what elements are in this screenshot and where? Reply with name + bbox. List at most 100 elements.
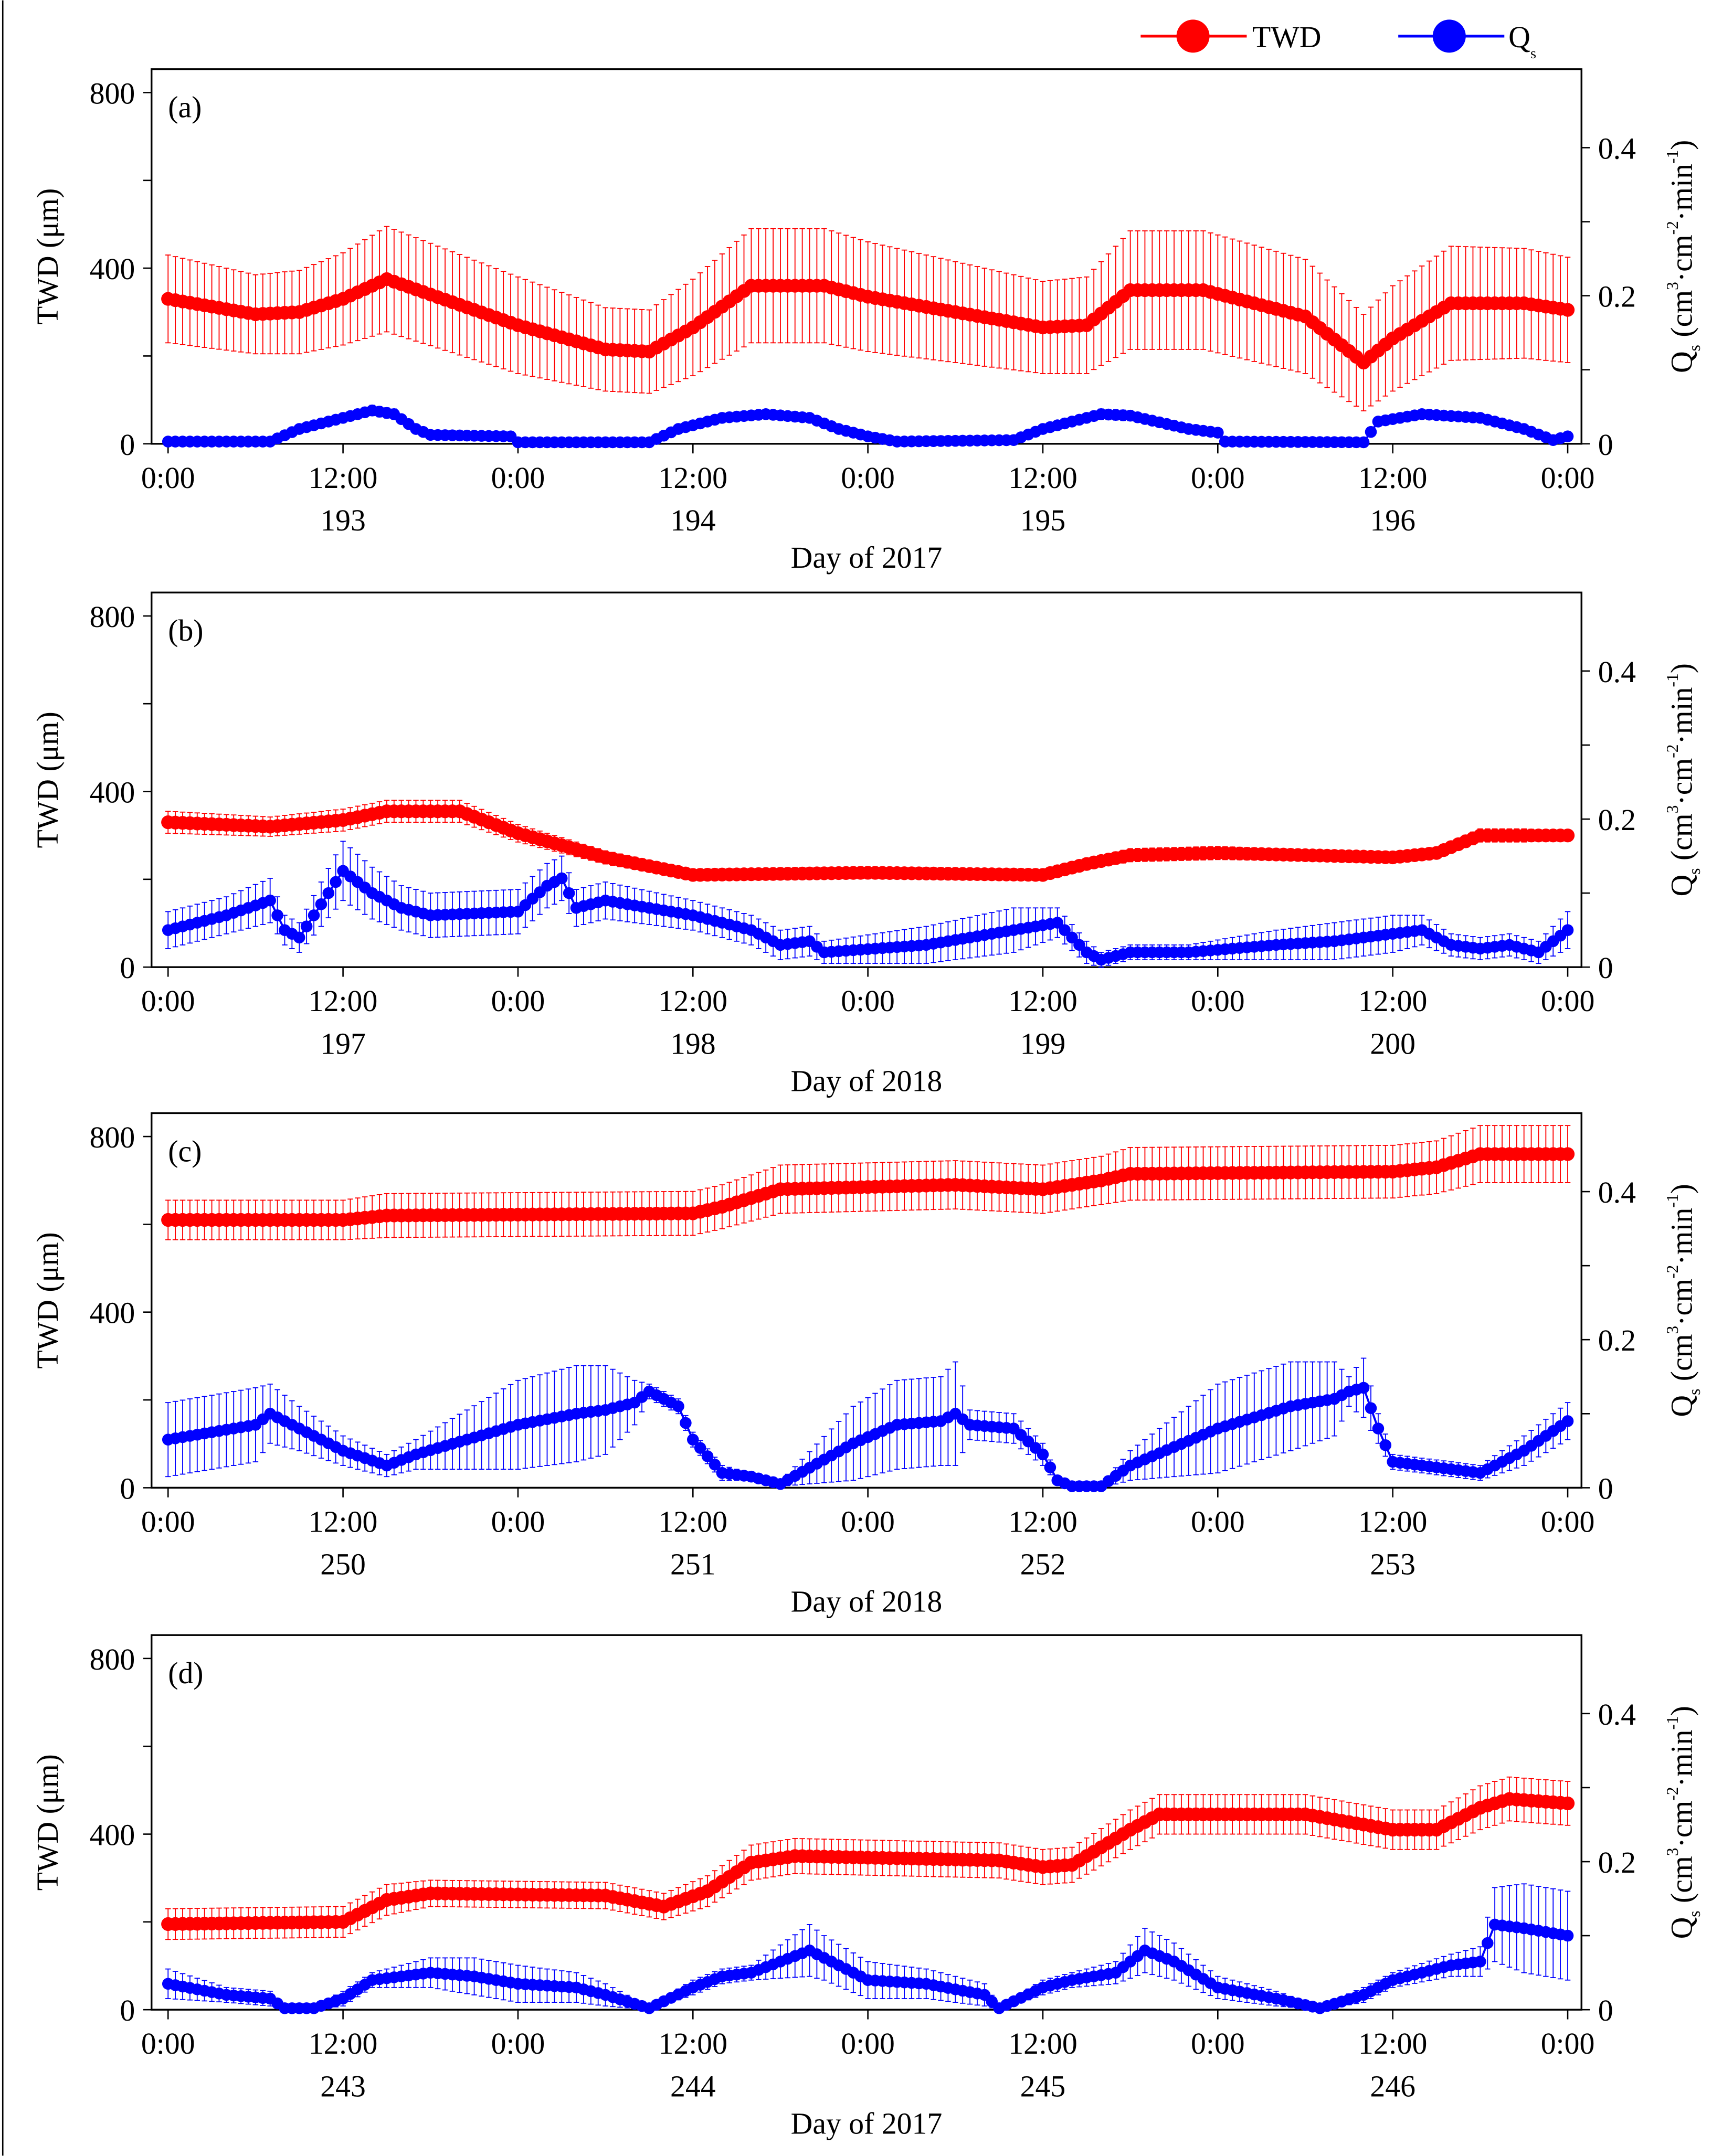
day-label: 199	[1020, 1028, 1066, 1061]
day-label: 200	[1370, 1028, 1415, 1061]
left-axis-title: TWD (μm)	[31, 1232, 65, 1368]
data-point	[1059, 924, 1071, 936]
x-tick-label: 0:00	[491, 985, 545, 1018]
right-tick-label: 0	[1598, 1472, 1613, 1505]
left-axis-title: TWD (μm)	[31, 711, 65, 848]
x-tick-label: 0:00	[1541, 985, 1595, 1018]
series-qs	[162, 1357, 1574, 1492]
data-point	[1051, 917, 1064, 929]
data-point	[315, 898, 328, 910]
legend-twd-marker	[1176, 19, 1210, 53]
x-tick-label: 12:00	[1008, 2027, 1077, 2061]
plot-frame	[151, 68, 1582, 445]
panel-b: (b) 0 400 800 0 0.2 0.4 0:00 12:00 0:00 12:00 0:00 1…	[31, 591, 1704, 1098]
legend-qs-label: Qs	[1508, 21, 1536, 62]
x-tick-label: 0:00	[841, 462, 895, 495]
right-axis-title: Qs (cm3·cm-2·min-1)	[1663, 663, 1704, 896]
x-tick-label: 0:00	[1191, 462, 1245, 495]
panel-label: (c)	[168, 1135, 202, 1168]
x-tick-label: 12:00	[309, 2027, 378, 2061]
x-axis-title: Day of 2017	[791, 541, 943, 575]
right-axis-title: Qs (cm3·cm-2·min-1)	[1663, 1706, 1704, 1939]
legend: TWD Qs	[1140, 19, 1536, 62]
day-label: 246	[1370, 2070, 1415, 2104]
x-tick-label: 0:00	[841, 1505, 895, 1538]
day-label: 252	[1020, 1548, 1066, 1581]
x-tick-label: 12:00	[659, 2027, 728, 2061]
data-point	[1066, 931, 1078, 944]
x-tick-label: 0:00	[141, 1505, 195, 1538]
data-point	[1560, 829, 1575, 843]
data-point	[308, 909, 320, 921]
data-point	[709, 1459, 721, 1471]
panel-c: (c) 0 400 800 0 0.2 0.4 0:00 12:00 0:00 12:00 0:00 1…	[31, 1112, 1704, 1619]
right-axis-title: Qs (cm3·cm-2·min-1)	[1663, 1184, 1704, 1417]
day-label: 197	[320, 1028, 366, 1061]
day-label: 198	[670, 1028, 716, 1061]
data-point	[1561, 430, 1574, 442]
x-axis-title: Day of 2017	[791, 2107, 943, 2140]
left-tick-label: 0	[120, 952, 135, 985]
data-point	[1212, 427, 1224, 439]
data-point	[1037, 1448, 1049, 1461]
data-point	[694, 1442, 706, 1454]
x-tick-label: 12:00	[1358, 2027, 1428, 2061]
x-tick-label: 0:00	[841, 2027, 895, 2061]
data-point	[322, 887, 335, 899]
x-tick-label: 12:00	[309, 462, 378, 495]
x-tick-label: 0:00	[1541, 462, 1595, 495]
x-tick-label: 0:00	[841, 985, 895, 1018]
x-tick-label: 0:00	[491, 2027, 545, 2061]
left-tick-label: 400	[90, 777, 135, 810]
data-point	[555, 872, 568, 885]
series-twd	[161, 1776, 1575, 1940]
data-point	[672, 1400, 684, 1412]
plot-frame	[151, 591, 1582, 968]
data-point	[1561, 924, 1574, 936]
data-point	[1372, 1422, 1385, 1435]
data-point	[300, 920, 313, 932]
x-tick-label: 12:00	[1358, 462, 1428, 495]
x-tick-label: 0:00	[1541, 2027, 1595, 2061]
data-point	[686, 1433, 699, 1446]
panel-a: (a) 0 400 800 0 0.2 0.4 0:00 12:00 0:00 12:00 0:00 1…	[31, 68, 1704, 575]
right-tick-label: 0	[1598, 429, 1613, 462]
left-tick-label: 800	[90, 1121, 135, 1154]
x-tick-label: 0:00	[141, 985, 195, 1018]
data-point	[293, 931, 305, 944]
left-tick-label: 0	[120, 1994, 135, 2027]
x-tick-label: 0:00	[141, 2027, 195, 2061]
day-label: 250	[320, 1548, 366, 1581]
right-tick-label: 0.4	[1598, 1698, 1636, 1732]
day-label: 244	[670, 2070, 716, 2104]
data-point	[701, 1450, 714, 1462]
right-tick-label: 0.2	[1598, 804, 1636, 837]
x-tick-label: 12:00	[309, 1505, 378, 1538]
right-tick-label: 0	[1598, 1994, 1613, 2027]
left-tick-label: 800	[90, 1643, 135, 1676]
x-tick-label: 0:00	[1191, 2027, 1245, 2061]
data-point	[563, 887, 575, 899]
data-point	[1560, 303, 1575, 317]
left-axis-title: TWD (μm)	[31, 188, 65, 325]
series-twd	[161, 1125, 1575, 1240]
series-twd	[161, 800, 1575, 882]
x-tick-label: 12:00	[1358, 1505, 1428, 1538]
left-axis-title: TWD (μm)	[31, 1754, 65, 1891]
panel-label: (b)	[168, 614, 203, 647]
data-point	[1044, 1461, 1057, 1473]
day-label: 251	[670, 1548, 716, 1581]
data-point	[1560, 1147, 1575, 1161]
left-tick-label: 800	[90, 77, 135, 110]
left-tick-label: 400	[90, 1819, 135, 1852]
x-tick-label: 0:00	[141, 462, 195, 495]
x-tick-label: 12:00	[659, 985, 728, 1018]
data-point	[1357, 436, 1370, 449]
x-axis-title: Day of 2018	[791, 1065, 943, 1098]
data-point	[264, 894, 276, 907]
x-tick-label: 0:00	[491, 462, 545, 495]
series-qs	[162, 405, 1574, 449]
day-label: 195	[1020, 504, 1066, 537]
x-axis-title: Day of 2018	[791, 1586, 943, 1619]
